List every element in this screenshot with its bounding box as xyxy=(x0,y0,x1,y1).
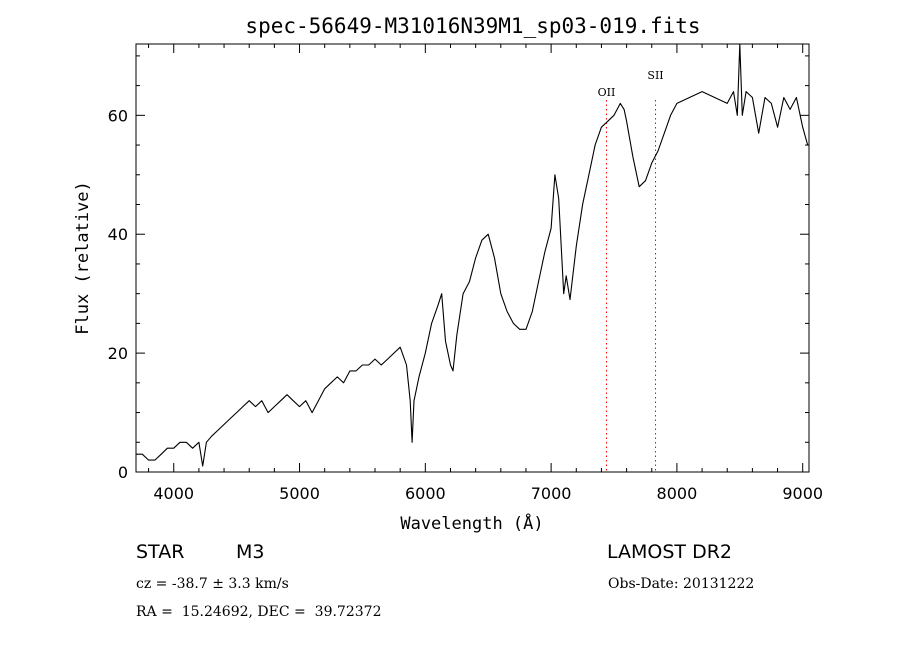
x-tick-label: 7000 xyxy=(531,484,572,503)
x-tick-label: 4000 xyxy=(153,484,194,503)
axis-ticks: 4000 5000 6000 7000 8000 9000 0 20 40 60 xyxy=(108,44,823,503)
x-tick-label: 8000 xyxy=(657,484,698,503)
sky-coordinates: RA = 15.24692, DEC = 39.72372 xyxy=(136,604,382,620)
y-tick-label: 60 xyxy=(108,106,128,125)
y-axis-label: Flux (relative) xyxy=(73,181,93,335)
survey-name: LAMOST DR2 xyxy=(607,541,732,563)
marker-label-oii: OII xyxy=(598,86,616,99)
x-tick-label: 6000 xyxy=(405,484,446,503)
spectral-line-markers: OII SII xyxy=(598,69,664,472)
observation-date: Obs-Date: 20131222 xyxy=(608,576,755,592)
plot-frame xyxy=(135,43,810,473)
x-tick-label: 9000 xyxy=(782,484,823,503)
y-tick-label: 40 xyxy=(108,225,128,244)
redshift-velocity: cz = -38.7 ± 3.3 km/s xyxy=(136,576,289,592)
y-tick-label: 20 xyxy=(108,344,128,363)
y-tick-label: 0 xyxy=(118,463,128,482)
object-subclass: M3 xyxy=(236,541,265,563)
marker-label-sii: SII xyxy=(647,69,663,82)
spectrum-line xyxy=(136,43,809,467)
object-class: STAR xyxy=(136,541,185,563)
x-tick-label: 5000 xyxy=(279,484,320,503)
x-axis-label: Wavelength (Å) xyxy=(400,512,543,534)
chart-title: spec-56649-M31016N39M1_sp03-019.fits xyxy=(245,14,700,38)
